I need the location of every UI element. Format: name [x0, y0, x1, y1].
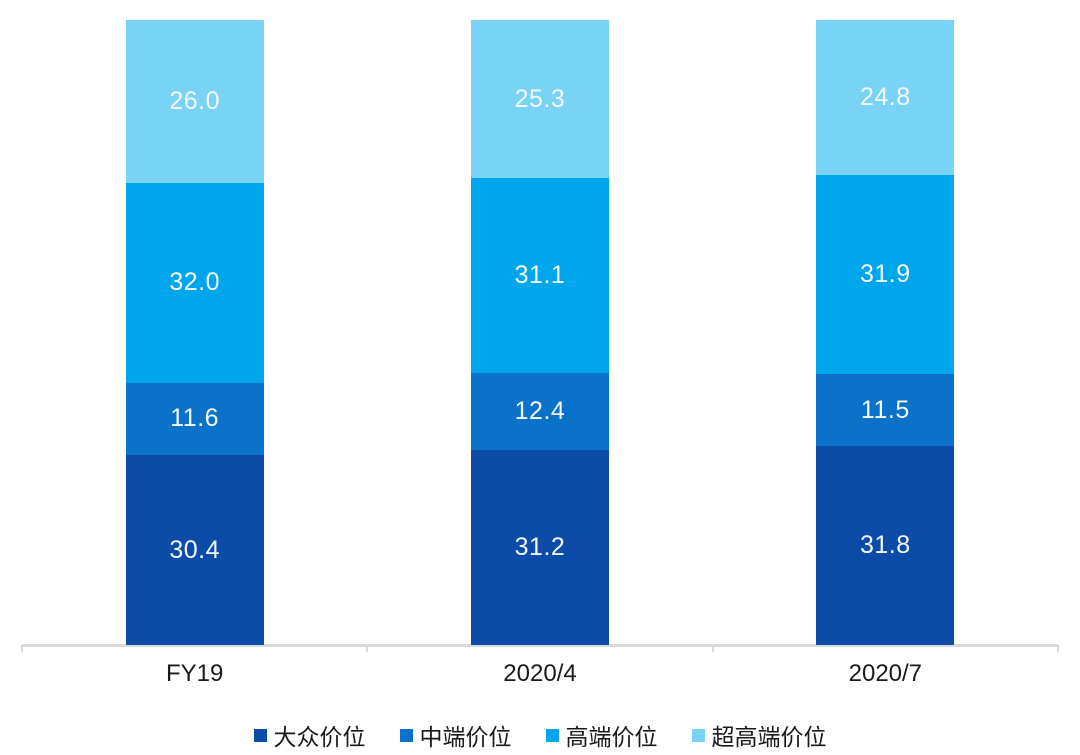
legend-label: 中端价位 — [419, 724, 512, 750]
bar-segment-中端价位: 11.5 — [816, 374, 955, 447]
bar-segment-高端价位: 31.1 — [471, 178, 609, 373]
bar-segment-超高端价位: 24.8 — [816, 20, 955, 175]
bar-2020/7: 31.8 11.5 31.9 24.8 — [816, 20, 955, 645]
bar-segment-高端价位: 31.9 — [816, 175, 955, 375]
value-label: 26.0 — [169, 86, 220, 115]
bar-FY19: 30.4 11.6 32.0 26.0 — [125, 20, 264, 645]
value-label: 31.2 — [514, 533, 566, 561]
value-label: 32.0 — [169, 268, 220, 296]
value-label: 11.5 — [860, 395, 910, 424]
value-label: 12.4 — [514, 396, 566, 425]
x-axis-label: 2020/4 — [503, 660, 577, 687]
legend-square-icon — [545, 728, 559, 742]
legend-square-icon — [399, 728, 413, 742]
legend-item-大众价位: 大众价位 — [253, 718, 366, 752]
bar-segment-大众价位: 31.2 — [471, 450, 609, 645]
value-label: 31.1 — [514, 260, 566, 289]
legend-label: 超高端价位 — [711, 724, 827, 750]
value-label: 24.8 — [859, 83, 911, 111]
x-axis-line — [22, 644, 1058, 647]
legend-item-中端价位: 中端价位 — [399, 718, 512, 752]
x-axis-label: FY19 — [165, 660, 224, 687]
value-label: 31.8 — [859, 531, 911, 560]
bar-segment-中端价位: 12.4 — [471, 372, 609, 450]
legend-item-超高端价位: 超高端价位 — [691, 718, 827, 752]
x-axis-tick — [1057, 645, 1059, 652]
legend-item-高端价位: 高端价位 — [545, 718, 658, 752]
bar-segment-超高端价位: 26.0 — [125, 20, 264, 183]
x-axis-tick — [21, 645, 23, 652]
legend: 大众价位 中端价位 高端价位 超高端价位 — [0, 718, 1080, 752]
legend-square-icon — [691, 728, 705, 742]
bar-segment-超高端价位: 25.3 — [471, 20, 609, 179]
x-axis-label: 2020/7 — [848, 660, 923, 687]
value-label: 31.9 — [859, 260, 911, 289]
bar-segment-大众价位: 31.8 — [816, 446, 955, 645]
value-label: 30.4 — [169, 535, 220, 564]
legend-square-icon — [253, 728, 267, 742]
bar-segment-大众价位: 30.4 — [125, 455, 264, 645]
value-label: 25.3 — [514, 84, 566, 113]
bar-segment-中端价位: 11.6 — [125, 382, 264, 455]
bar-2020/4: 31.2 12.4 31.1 25.3 — [471, 20, 609, 645]
bar-segment-高端价位: 32.0 — [125, 182, 264, 383]
x-axis-tick — [711, 645, 714, 652]
x-axis-tick — [366, 645, 369, 652]
legend-label: 大众价位 — [273, 724, 366, 750]
legend-label: 高端价位 — [565, 724, 658, 750]
value-label: 11.6 — [170, 404, 220, 433]
